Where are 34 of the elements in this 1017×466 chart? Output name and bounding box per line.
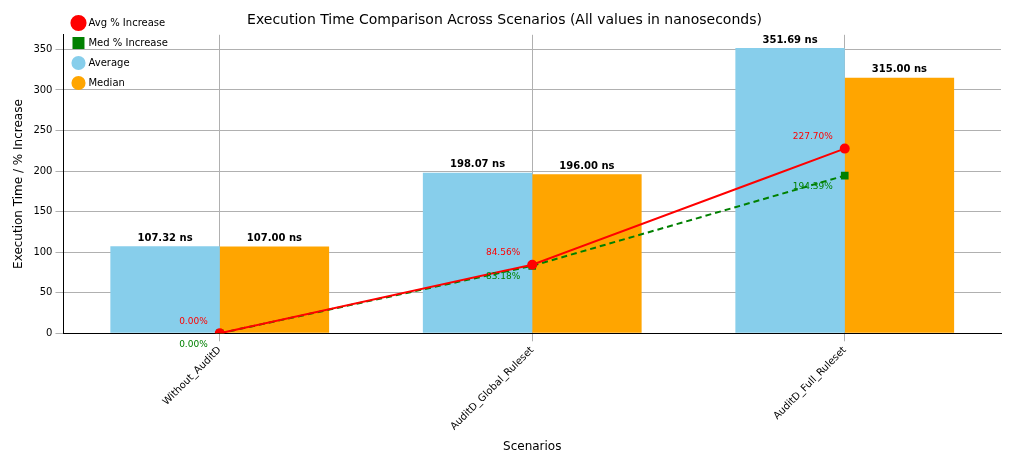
x-axis-title: Scenarios	[503, 438, 562, 453]
data-label: 107.00 ns	[246, 232, 303, 244]
data-label: 315.00 ns	[871, 63, 928, 75]
data-label: 198.07 ns	[449, 158, 506, 170]
legend-label: Avg % Increase	[88, 16, 166, 28]
point	[839, 143, 850, 154]
legend-label: Average	[88, 56, 130, 68]
data-label: 196.00 ns	[559, 159, 615, 171]
point	[840, 171, 849, 180]
y-tick-label: 100	[33, 245, 53, 257]
legend-label: Med % Increase	[88, 36, 168, 48]
bar	[532, 174, 642, 333]
data-label: 0.00%	[179, 338, 209, 349]
data-label: 107.32 ns	[137, 231, 193, 243]
data-label: 0.00%	[179, 315, 209, 326]
y-tick-label: 150	[33, 205, 53, 217]
data-label: 227.70%	[792, 130, 834, 141]
bar	[844, 77, 955, 333]
y-tick-label: 50	[39, 286, 53, 298]
chart-title: Execution Time Comparison Across Scenarios (All values in nanoseconds)	[247, 11, 762, 28]
legend-label: Median	[88, 76, 125, 88]
bar	[422, 172, 533, 333]
bar	[110, 246, 220, 333]
y-tick-label: 250	[33, 124, 53, 136]
data-label: 84.56%	[485, 247, 521, 258]
y-axis-title: Execution Time / % Increase	[11, 99, 26, 269]
y-tick-label: 300	[33, 83, 53, 95]
bar	[219, 246, 330, 333]
bar	[735, 48, 845, 333]
y-tick-label: 200	[33, 164, 53, 176]
y-tick-label: 350	[33, 42, 53, 54]
y-tick-label: 0	[46, 326, 53, 338]
data-label: 351.69 ns	[762, 33, 818, 45]
data-label: 83.18%	[485, 271, 521, 282]
